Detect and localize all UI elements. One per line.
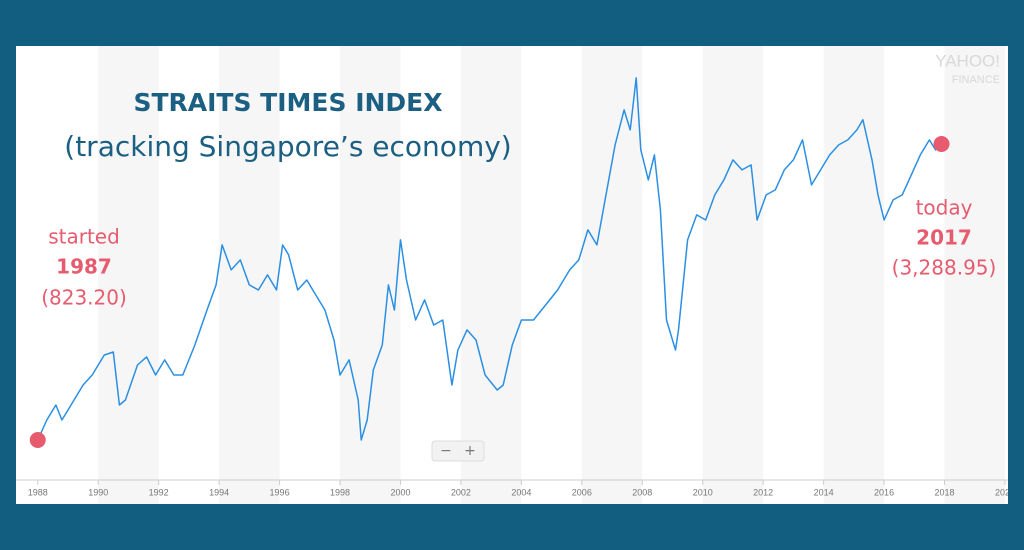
x-tick-label: 1992 — [149, 487, 169, 497]
x-tick-label: 2012 — [753, 487, 773, 497]
zoom-out[interactable]: − — [440, 443, 452, 459]
band — [823, 46, 885, 504]
annotation: 1987 — [56, 255, 112, 279]
x-tick-label: 2018 — [935, 487, 955, 497]
band — [219, 46, 280, 504]
watermark: FINANCE — [952, 74, 1000, 86]
x-tick-label: 2000 — [390, 487, 410, 497]
annotation: today — [916, 196, 973, 220]
band — [460, 46, 522, 504]
band — [340, 46, 401, 504]
chart-title: STRAITS TIMES INDEX — [133, 88, 442, 117]
endpoint-marker — [29, 431, 46, 448]
x-tick-label: 1998 — [330, 487, 350, 497]
x-tick-label: 2004 — [511, 487, 531, 497]
x-tick-label: 2008 — [632, 487, 652, 497]
zoom-control: − + — [431, 440, 485, 462]
x-tick-label: 2006 — [572, 487, 592, 497]
x-tick-label: 1990 — [88, 487, 108, 497]
zoom-box — [431, 440, 485, 462]
watermark: YAHOO! — [935, 51, 1000, 70]
annotation: started — [48, 225, 120, 249]
annotation: 2017 — [916, 226, 972, 250]
band — [581, 46, 643, 504]
x-tick-label: 2020 — [995, 487, 1015, 497]
annotation: (823.20) — [41, 286, 127, 310]
x-tick-label: 2010 — [693, 487, 713, 497]
band — [98, 46, 159, 504]
x-tick-label: 2016 — [874, 487, 894, 497]
x-tick-label: 2014 — [814, 487, 834, 497]
price-line — [37, 77, 943, 441]
x-tick-label: 1996 — [270, 487, 290, 497]
x-tick-label: 1994 — [209, 487, 229, 497]
annotation: (3,288.95) — [892, 256, 997, 280]
band — [944, 46, 1005, 504]
zoom-in[interactable]: + — [464, 443, 476, 459]
endpoint-marker — [933, 135, 950, 152]
x-tick-label: 1988 — [28, 487, 48, 497]
x-tick-label: 2002 — [451, 487, 471, 497]
chart-subtitle: (tracking Singapore’s economy) — [64, 130, 511, 163]
band — [702, 46, 764, 504]
